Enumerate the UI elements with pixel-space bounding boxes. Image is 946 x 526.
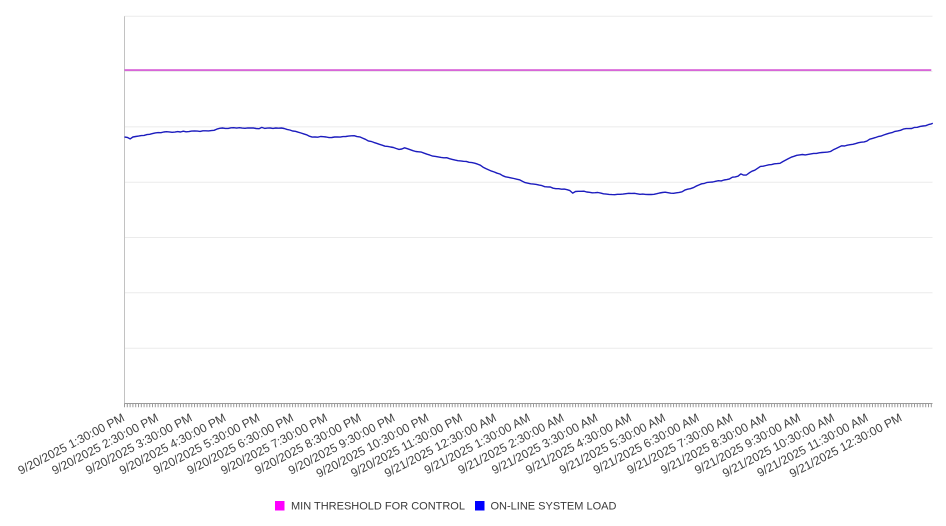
svg-text:MIN THRESHOLD FOR CONTROL: MIN THRESHOLD FOR CONTROL [291, 501, 465, 513]
svg-text:ON-LINE SYSTEM LOAD: ON-LINE SYSTEM LOAD [491, 501, 617, 513]
